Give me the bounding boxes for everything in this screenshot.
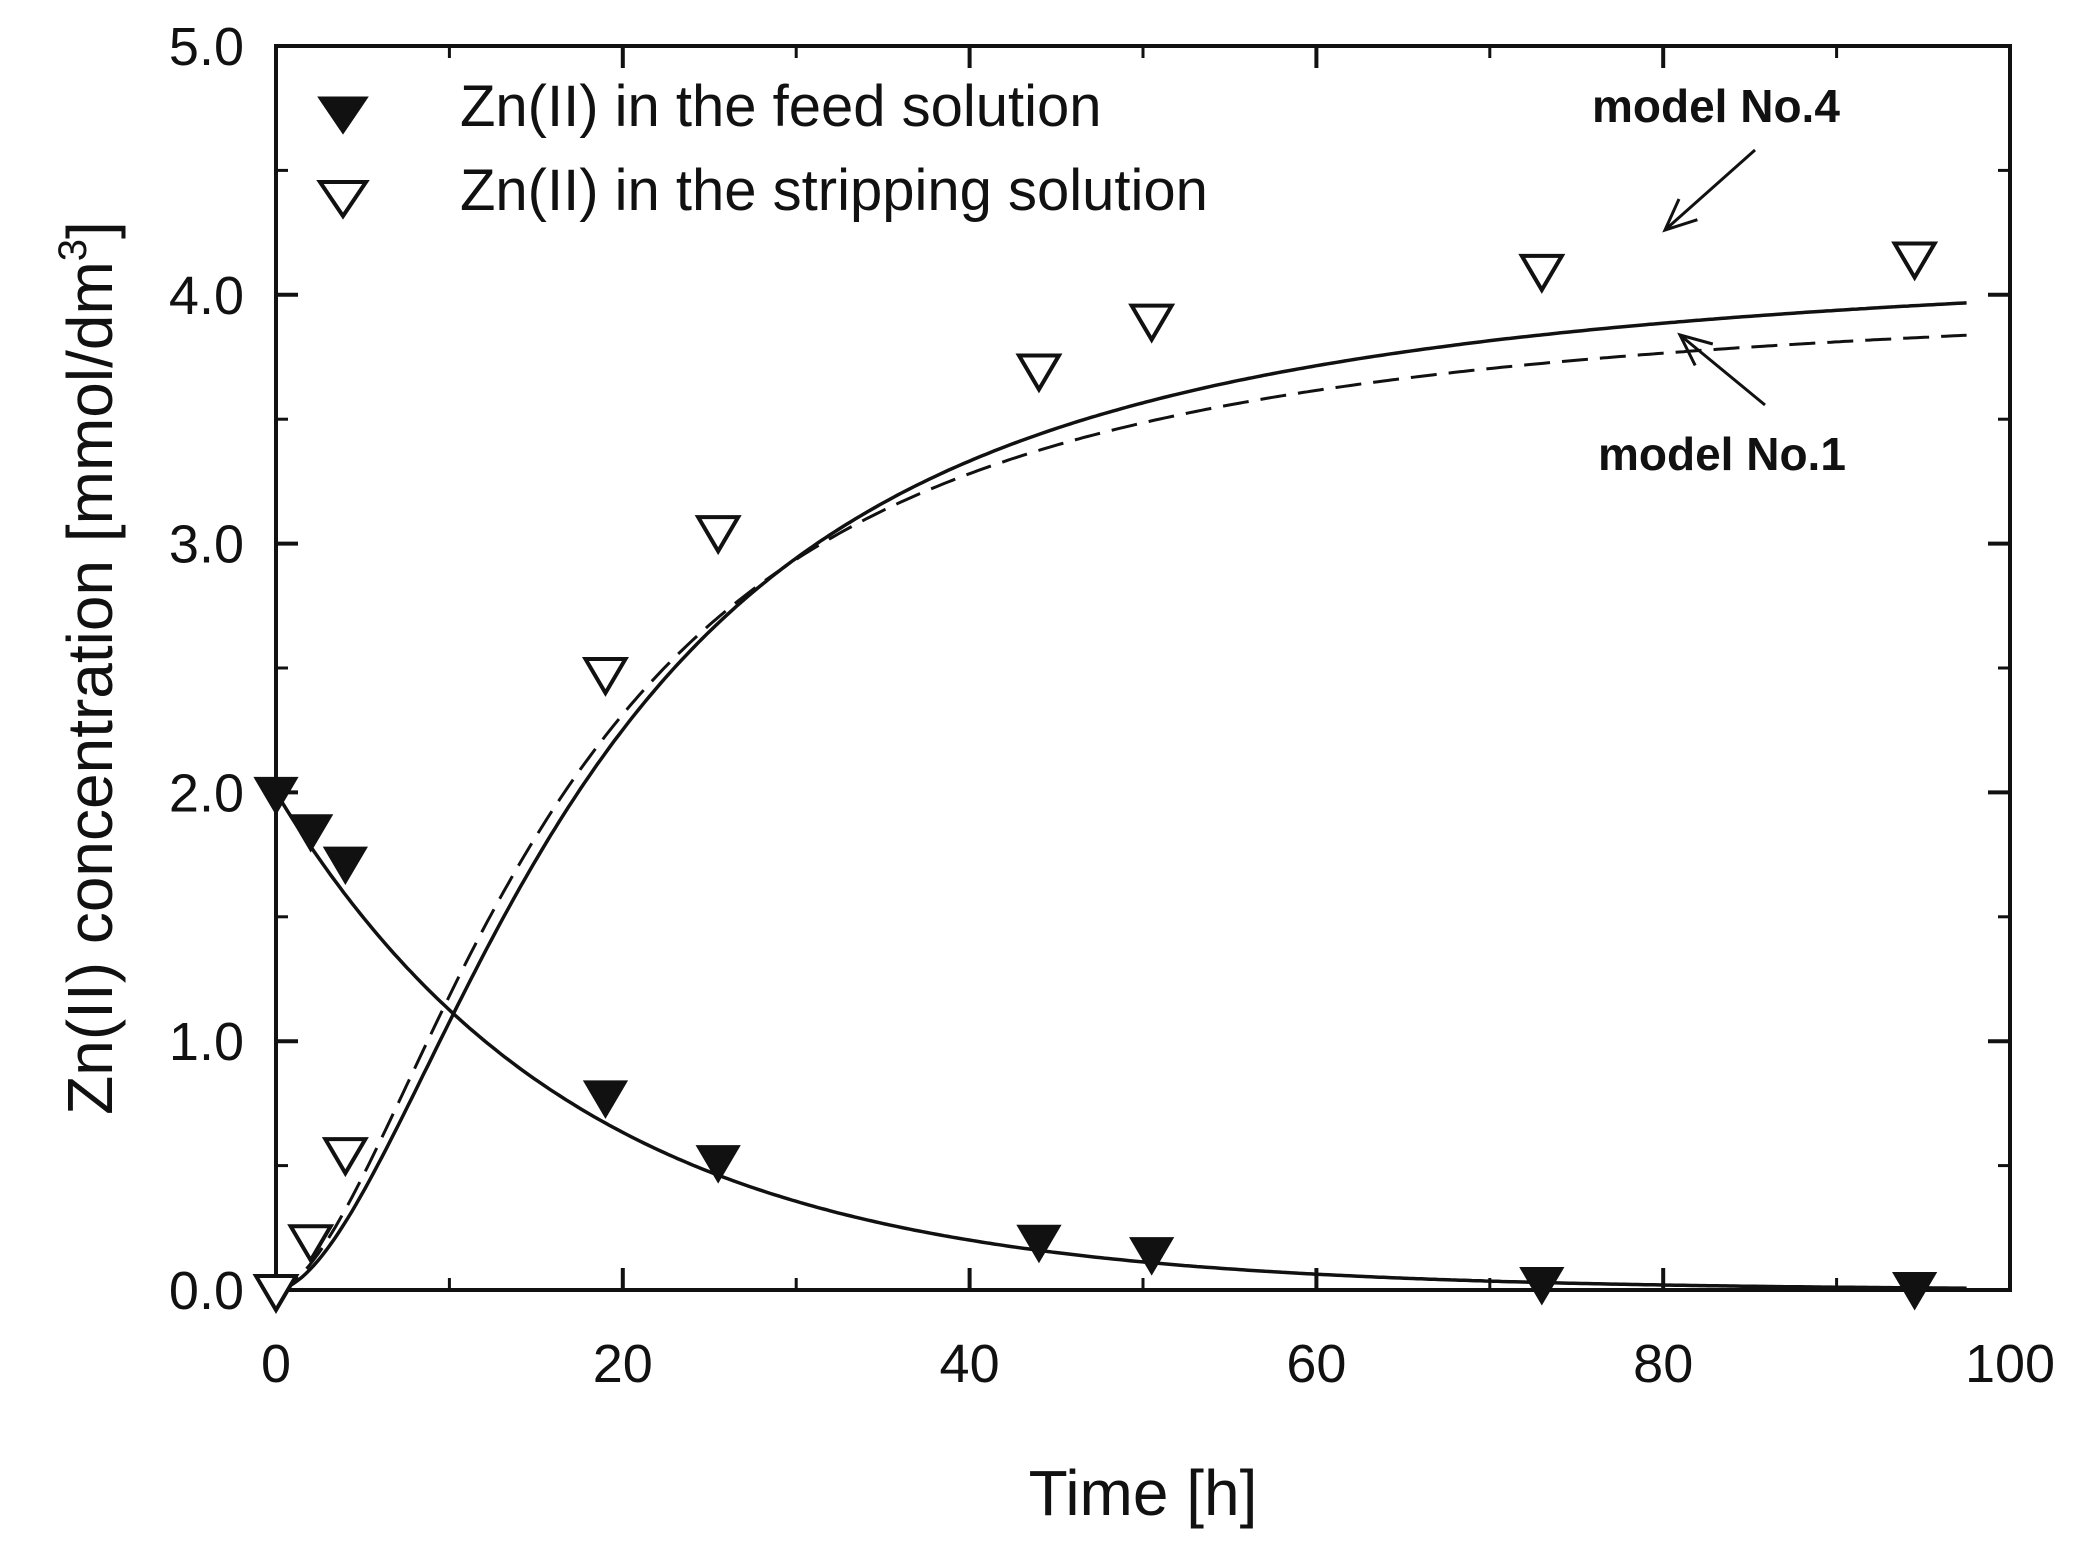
stripping-point-0 [252, 1274, 300, 1314]
y-tick-label-4: 4.0 [169, 266, 244, 326]
model-curve-feed-model [276, 791, 1967, 1290]
x-tick-label-5: 100 [1965, 1334, 2055, 1394]
annotation-model-1: model No.1 [1598, 332, 1846, 480]
model-curve-model-no-4 [276, 301, 1967, 1290]
feed-point-5 [1016, 1224, 1062, 1264]
y-tick-label-5: 5.0 [169, 17, 244, 77]
y-axis-title-main: Zn(II) concentration [mmol/dm [54, 261, 126, 1115]
feed-point-1 [288, 814, 334, 853]
feed-point-6 [1129, 1237, 1175, 1276]
stripping-point-6 [1128, 303, 1176, 344]
annotation-arrow-model-1 [1679, 333, 1766, 407]
x-tick-label-0: 0 [261, 1334, 291, 1394]
annotation-label-model-1: model No.1 [1598, 428, 1846, 480]
model-curve-model-no-1 [276, 333, 1967, 1290]
feed-point-3 [582, 1080, 629, 1119]
y-tick-label-0: 0.0 [169, 1261, 244, 1321]
annotation-arrowhead-model-4 [1662, 198, 1698, 233]
model-curves [276, 301, 1967, 1290]
data-markers [252, 241, 1939, 1314]
stripping-point-4 [694, 515, 742, 556]
y-tick-label-2: 2.0 [169, 763, 244, 823]
stripping-point-1 [287, 1224, 335, 1265]
y-tick-label-1: 1.0 [169, 1012, 244, 1072]
y-axis-ticks: 0.0 1.0 2.0 3.0 4.0 5.0 [169, 17, 2010, 1321]
y-axis-title-suffix: ] [54, 221, 126, 239]
stripping-point-3 [581, 656, 629, 697]
legend-marker-feed [317, 96, 369, 135]
annotation-arrowhead-model-1 [1677, 332, 1714, 367]
x-axis-ticks: 0 20 40 60 80 100 [261, 46, 2055, 1394]
y-axis-title: Zn(II) concentration [mmol/dm3] [51, 221, 126, 1115]
feed-point-4 [695, 1145, 741, 1184]
x-tick-label-1: 20 [593, 1334, 653, 1394]
x-axis-title: Time [h] [1029, 1457, 1258, 1529]
x-tick-label-3: 60 [1286, 1334, 1346, 1394]
y-axis-title-superscript: 3 [51, 239, 95, 261]
x-tick-label-4: 80 [1633, 1334, 1693, 1394]
legend-marker-stripping [316, 180, 370, 220]
annotation-model-4: model No.4 [1592, 80, 1840, 233]
plot-frame [274, 44, 2012, 1292]
y-tick-label-3: 3.0 [169, 515, 244, 575]
stripping-point-7 [1518, 253, 1566, 294]
stripping-point-5 [1015, 353, 1063, 394]
feed-point-2 [322, 846, 368, 886]
annotation-arrow-model-4 [1664, 148, 1756, 232]
x-tick-label-2: 40 [940, 1334, 1000, 1394]
legend-label-feed: Zn(II) in the feed solution [460, 74, 1102, 139]
feed-point-0 [253, 776, 299, 816]
legend: Zn(II) in the feed solution Zn(II) in th… [316, 74, 1208, 223]
stripping-point-8 [1891, 241, 1939, 282]
stripping-point-2 [321, 1137, 369, 1178]
feed-point-7 [1519, 1267, 1565, 1306]
legend-label-stripping: Zn(II) in the stripping solution [460, 158, 1208, 223]
annotation-label-model-4: model No.4 [1592, 80, 1840, 132]
feed-point-8 [1892, 1272, 1938, 1311]
